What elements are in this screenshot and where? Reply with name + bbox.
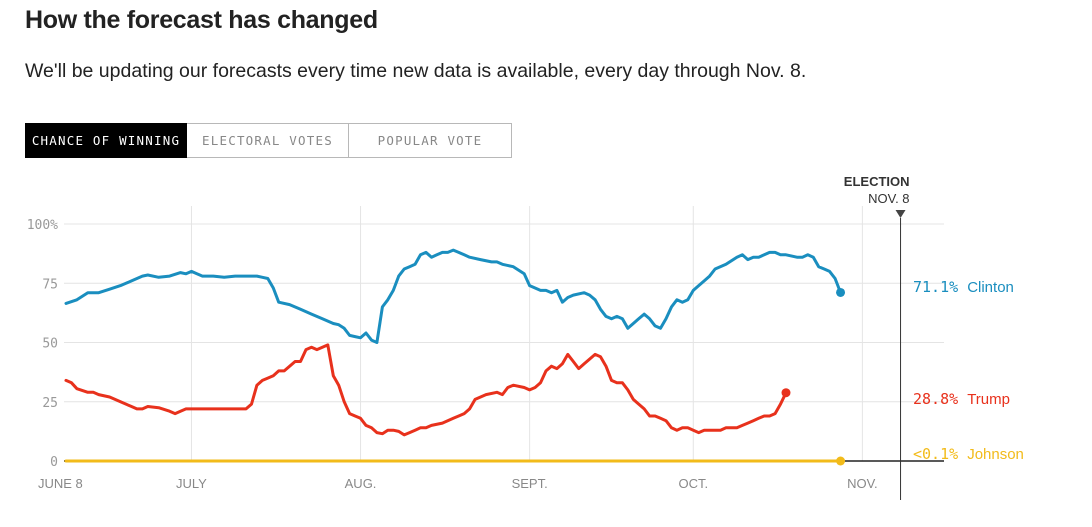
y-tick-label: 25	[42, 396, 58, 411]
y-tick-label: 75	[42, 277, 58, 292]
tab-popular-vote[interactable]: POPULAR VOTE	[349, 123, 512, 158]
johnson-end-name: Johnson	[967, 446, 1024, 463]
page-subtitle: We'll be updating our forecasts every ti…	[25, 60, 807, 82]
gridlines	[64, 206, 944, 462]
y-tick-label: 0	[50, 455, 58, 470]
trump-endpoint	[781, 388, 791, 398]
johnson-end-label: <0.1% Johnson	[913, 445, 1024, 463]
trump-end-name: Trump	[967, 391, 1010, 408]
clinton-end-label: 71.1% Clinton	[913, 278, 1014, 296]
series-lines	[64, 248, 846, 466]
end-labels: 71.1% Clinton 28.8% Trump <0.1% Johnson	[913, 278, 1024, 463]
y-tick-label: 100%	[27, 218, 58, 233]
clinton-end-name: Clinton	[967, 279, 1014, 296]
x-tick-label: AUG.	[345, 476, 377, 491]
y-axis-ticks: 100% 75 50 25 0	[27, 218, 58, 470]
x-tick-label: NOV.	[847, 476, 878, 491]
trump-end-label: 28.8% Trump	[913, 390, 1010, 408]
clinton-end-value: 71.1%	[913, 278, 967, 296]
y-tick-label: 50	[42, 337, 58, 352]
x-tick-label: OCT.	[678, 476, 708, 491]
trump-end-value: 28.8%	[913, 390, 967, 408]
metric-tabs: CHANCE OF WINNING ELECTORAL VOTES POPULA…	[25, 123, 512, 158]
election-label: ELECTION	[844, 174, 910, 189]
election-marker: ELECTION NOV. 8	[844, 174, 910, 500]
clinton-endpoint	[836, 287, 846, 297]
johnson-end-value: <0.1%	[913, 445, 967, 463]
election-date-label: NOV. 8	[868, 191, 909, 206]
tab-electoral-votes[interactable]: ELECTORAL VOTES	[187, 123, 349, 158]
johnson-endpoint	[836, 456, 846, 466]
x-tick-label: JULY	[176, 476, 207, 491]
clinton-line	[64, 248, 842, 344]
election-triangle-icon	[895, 210, 906, 218]
trump-line	[64, 343, 788, 437]
x-axis-ticks: JUNE 8 JULY AUG. SEPT. OCT. NOV.	[38, 476, 878, 491]
tab-chance-of-winning[interactable]: CHANCE OF WINNING	[25, 123, 187, 158]
page-title: How the forecast has changed	[25, 6, 378, 34]
x-tick-label: SEPT.	[512, 476, 548, 491]
x-tick-label: JUNE 8	[38, 476, 83, 491]
